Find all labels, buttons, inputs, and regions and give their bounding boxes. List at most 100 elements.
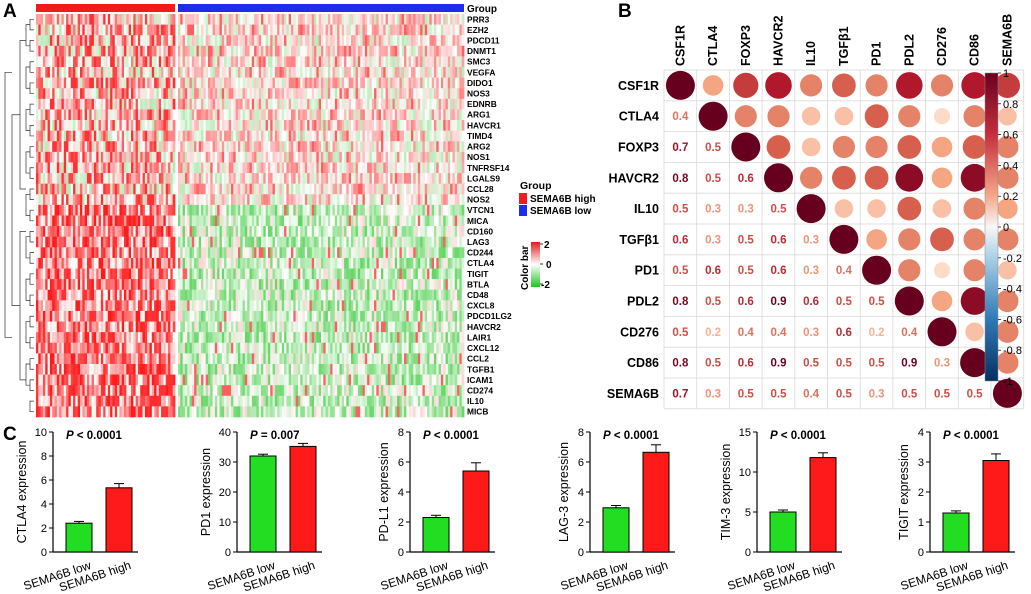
corr-circle — [898, 259, 921, 282]
corr-value: 0.6 — [705, 265, 721, 277]
corr-circle — [962, 135, 987, 159]
gene-label: TIGIT — [467, 269, 489, 279]
bar — [105, 487, 133, 553]
group-legend-title: Group — [520, 180, 552, 192]
heatmap-row — [36, 215, 465, 227]
heatmap-row — [36, 14, 465, 25]
corr-value: 0.5 — [869, 358, 886, 370]
corr-circle — [897, 135, 922, 159]
corr-circle — [960, 348, 990, 378]
heatmap-row — [36, 374, 465, 386]
panel-letter-b: B — [618, 1, 632, 22]
corr-circle — [996, 289, 1019, 313]
heatmap-row — [36, 310, 465, 322]
corr-colorbar-tick: 1 — [1003, 68, 1009, 80]
group-bar-low — [178, 4, 464, 12]
gene-label: ARG1 — [467, 110, 491, 120]
y-tick-label: 0 — [398, 547, 404, 559]
corr-colorbar-tick: -0.8 — [1003, 345, 1022, 357]
corr-circle — [832, 165, 856, 190]
gene-label: TGFB1 — [467, 364, 495, 374]
corr-value: 0.5 — [705, 296, 722, 308]
heatmap-row — [36, 268, 465, 280]
corr-value: 0.3 — [869, 388, 885, 400]
corr-value: 0.5 — [672, 204, 689, 216]
corr-value: 0.5 — [934, 388, 951, 400]
corr-circle — [996, 228, 1019, 251]
heatmap-row — [36, 257, 465, 269]
corr-value: 0.3 — [738, 204, 754, 216]
corr-colorbar-tick: 0.6 — [1003, 130, 1018, 142]
corr-circle — [998, 106, 1017, 126]
y-tick-label: 2 — [578, 517, 584, 529]
heatmap-gene-labels: PRR3EZH2PDCD11DNMT1SMC3VEGFADIDO1NOS3EDN… — [467, 14, 512, 416]
y-tick-label: 0 — [578, 547, 584, 559]
corr-col-label: PDL2 — [902, 34, 916, 66]
bar — [65, 522, 93, 553]
gene-label: ICAM1 — [467, 375, 493, 385]
heatmap-row — [36, 67, 465, 78]
y-tick-label: 0 — [41, 547, 47, 559]
corr-value: 0.5 — [738, 388, 755, 400]
gene-label: CXCL8 — [467, 301, 495, 311]
colorbar-title: Color bar — [520, 245, 531, 290]
corr-value: 0.5 — [803, 358, 820, 370]
bar — [249, 455, 277, 553]
heatmap-row — [36, 342, 465, 354]
heatmap-row — [36, 141, 465, 153]
corr-colorbar-tick: 0.4 — [1003, 160, 1018, 172]
corr-circle — [665, 70, 695, 100]
y-axis-label: PD1 expression — [199, 448, 213, 536]
corr-value: 0.6 — [803, 296, 819, 308]
legend-swatch-low — [519, 205, 527, 216]
corr-value: 0.4 — [771, 327, 788, 339]
corr-colorbar-tick: 0 — [1003, 222, 1009, 234]
corr-circle — [996, 135, 1019, 159]
corr-value: 0.2 — [869, 327, 885, 339]
corr-colorbar-tick: -0.6 — [1003, 314, 1022, 326]
gene-label: CXCL12 — [467, 343, 499, 353]
corr-value: 0.7 — [672, 142, 688, 154]
heatmap-row — [36, 24, 465, 36]
y-tick-label: 2 — [398, 517, 404, 529]
corr-col-label: PD1 — [870, 42, 884, 66]
gene-label: CD48 — [467, 290, 489, 300]
corr-value: 0.3 — [803, 327, 819, 339]
heatmap-row — [36, 300, 465, 312]
corr-row-label: HAVCR2 — [609, 171, 660, 185]
corr-value: 0.5 — [869, 296, 886, 308]
corr-value: 0.4 — [901, 327, 918, 339]
heatmap-row — [36, 279, 465, 291]
corr-circle — [931, 290, 953, 312]
corr-circle — [992, 378, 1022, 408]
corr-value: 0.5 — [967, 388, 984, 400]
gene-label: HAVCR1 — [467, 120, 501, 130]
corr-value: 0.5 — [771, 388, 788, 400]
heatmap-dendrogram — [4, 18, 34, 413]
corr-value: 0.5 — [672, 327, 689, 339]
heatmap-panel: Group PRR3EZH2PDCD11DNMT1SMC3VEGFADIDO1N… — [4, 4, 596, 418]
corr-colorbar-tick: 0.2 — [1003, 191, 1018, 203]
corr-row-label: SEMA6B — [607, 387, 659, 401]
corr-colorbar — [984, 72, 999, 382]
corr-circle — [998, 260, 1017, 280]
y-tick-label: 0 — [745, 547, 751, 559]
corr-col-label: SEMA6B — [1000, 14, 1014, 66]
y-tick-label: 3 — [918, 457, 924, 469]
p-value: P < 0.0001 — [770, 430, 827, 442]
heatmap-cells — [36, 14, 465, 418]
heatmap-row — [36, 173, 465, 184]
corr-row-label: FOXP3 — [618, 141, 659, 155]
corr-row-label: CSF1R — [618, 79, 659, 93]
heatmap-row — [36, 332, 465, 344]
corr-value: 0.3 — [803, 265, 819, 277]
y-tick-label: 0 — [918, 547, 924, 559]
corr-circle — [866, 229, 887, 250]
corr-colorbar-tick: -0.4 — [1003, 284, 1022, 296]
corr-circle — [898, 105, 921, 128]
y-tick-label: 0 — [225, 547, 231, 559]
